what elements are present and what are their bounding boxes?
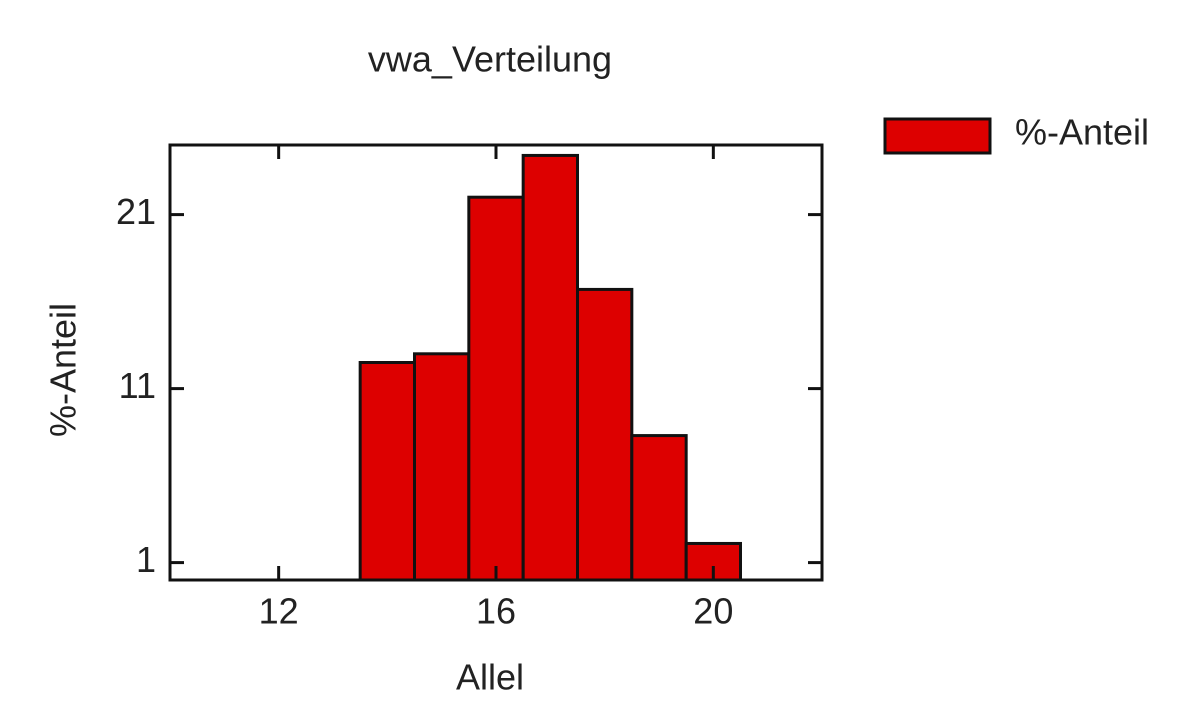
y-tick-label: 11	[119, 365, 156, 406]
y-axis-label: %-Anteil	[43, 303, 84, 437]
x-tick-label: 12	[259, 591, 299, 632]
bar	[358, 361, 416, 582]
x-tick-label: 20	[693, 591, 733, 632]
x-tick-label: 16	[476, 591, 516, 632]
bar	[521, 153, 580, 582]
y-tick-label: 21	[116, 191, 156, 232]
bar	[413, 352, 471, 582]
chart-title: vwa_Verteilung	[368, 39, 612, 80]
bar	[630, 434, 688, 582]
legend-swatch	[883, 117, 992, 155]
x-axis-label: Allel	[456, 657, 524, 698]
legend-label: %-Anteil	[1015, 112, 1149, 153]
bar	[576, 287, 634, 582]
y-tick-label: 1	[136, 539, 156, 580]
bar	[467, 195, 525, 582]
